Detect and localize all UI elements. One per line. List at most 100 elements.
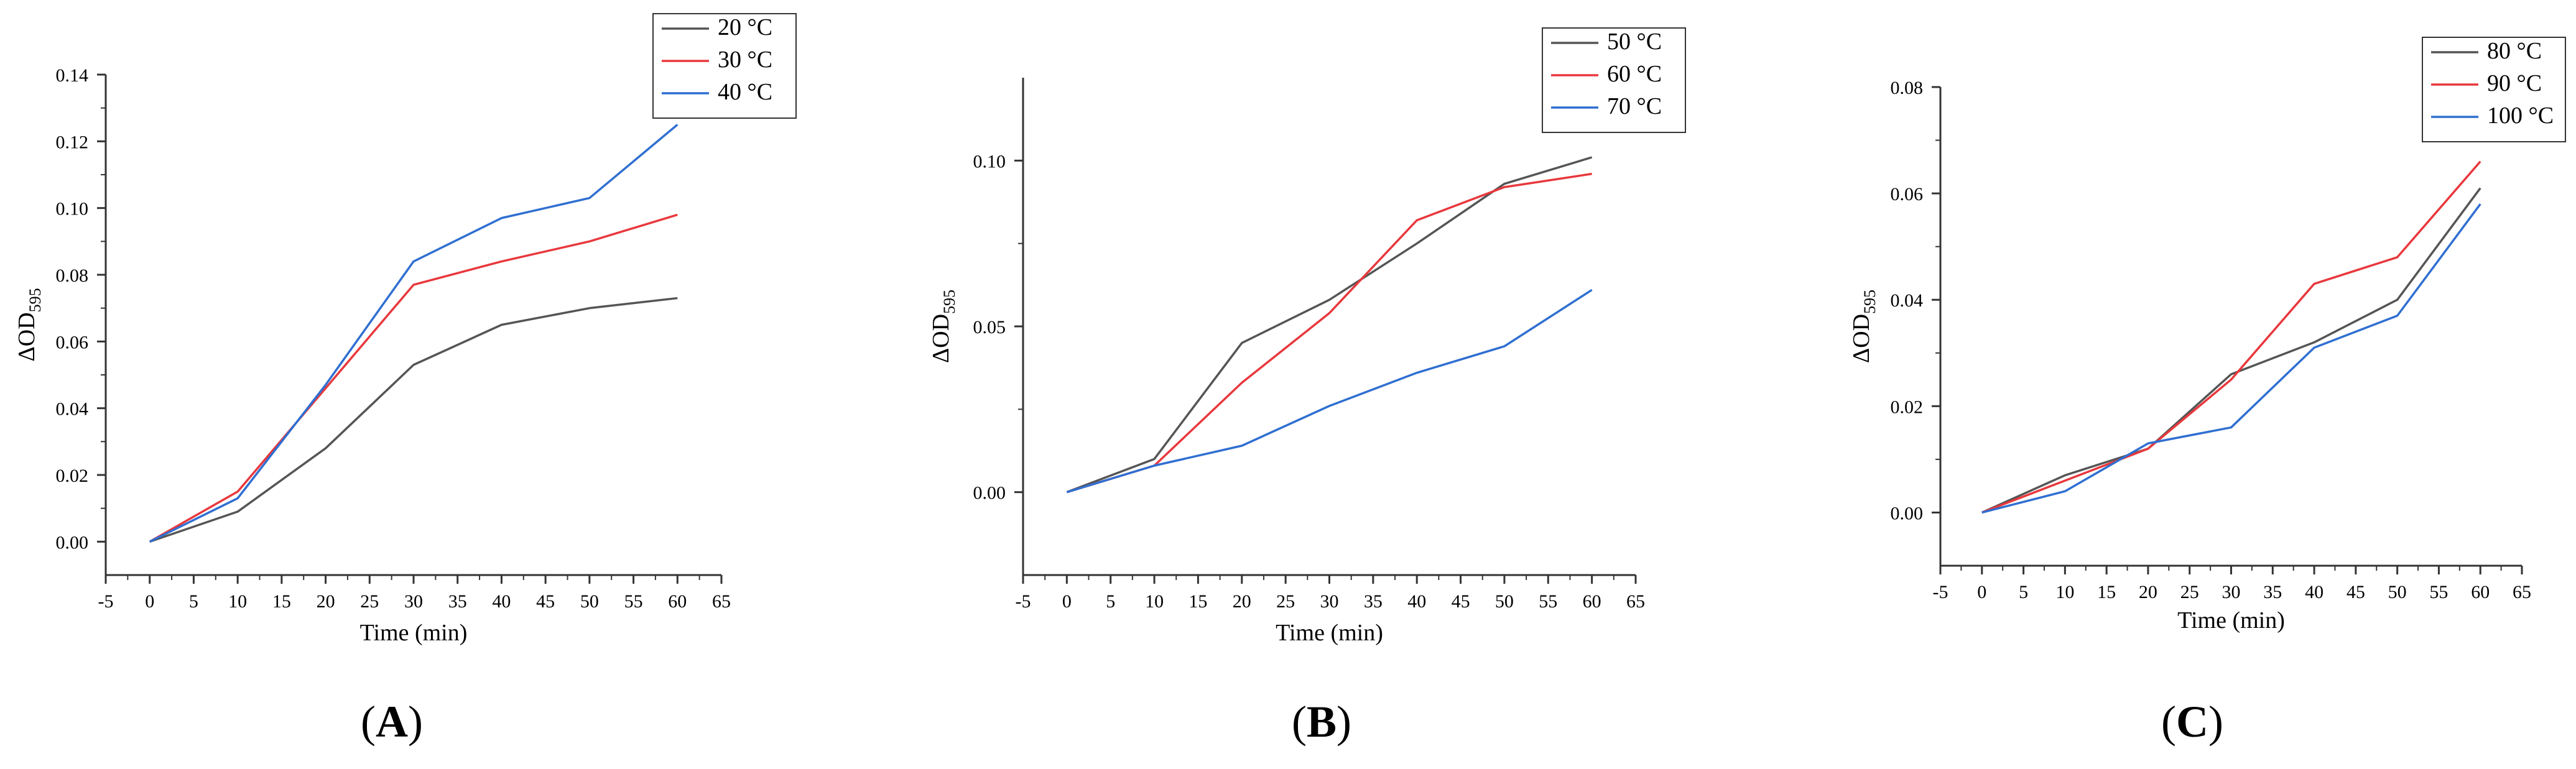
y-axis-title-subscript: 595 <box>1861 290 1879 314</box>
x-tick-label: 40 <box>2305 582 2323 602</box>
x-tick-label: 10 <box>2055 582 2074 602</box>
x-tick-label: 40 <box>492 591 511 612</box>
x-tick-label: 35 <box>1364 591 1383 612</box>
x-tick-label: 25 <box>1276 591 1295 612</box>
chart-panel-a: -5 0 5 10 15 20 25 30 35 40 45 50 55 60 65 0.00 0.02 0.04… <box>0 0 858 769</box>
chart-b-svg: -5 0 5 10 15 20 25 30 35 40 45 50 55 60 65 0.00 0.05 0.10… <box>928 27 1686 747</box>
legend-label-0: 50 °C <box>1607 29 1662 55</box>
x-tick-label: 60 <box>1583 591 1601 612</box>
x-tick-label: 45 <box>536 591 555 612</box>
x-tick-label: 50 <box>580 591 599 612</box>
y-tick-label: 0.08 <box>56 265 89 286</box>
x-tick-label: -5 <box>1933 582 1948 602</box>
x-tick-label: 65 <box>2513 582 2531 602</box>
series-line-2 <box>1981 203 2481 514</box>
y-tick-label: 0.02 <box>56 466 89 486</box>
x-tick-label: 30 <box>404 591 423 612</box>
panel-label-open: ( <box>1292 697 1307 747</box>
y-tick-label: 0.14 <box>56 65 89 86</box>
x-tick-label: 20 <box>2139 582 2157 602</box>
legend-label-1: 60 °C <box>1607 61 1662 87</box>
x-tick-label: 0 <box>1977 582 1986 602</box>
series-line-0 <box>1981 187 2481 514</box>
x-tick-label: 20 <box>1233 591 1251 612</box>
x-tick-label: 0 <box>1062 591 1072 612</box>
x-tick-label: 15 <box>272 591 291 612</box>
y-tick-label: 0.02 <box>1891 397 1924 417</box>
y-axis-title-main: ΔOD <box>928 314 954 363</box>
series-line-0 <box>149 297 678 543</box>
x-tick-label: 5 <box>1106 591 1115 612</box>
x-tick-label: 15 <box>2097 582 2116 602</box>
panel-label-open: ( <box>2161 697 2176 747</box>
x-tick-label: 55 <box>2429 582 2448 602</box>
y-axis-title-subscript: 595 <box>940 290 958 314</box>
y-tick-label: 0.08 <box>1891 78 1924 98</box>
chart-panel-c: -5 0 5 10 15 20 25 30 35 40 45 50 55 60 65 0.00 0.02 0.04… <box>1835 0 2576 769</box>
legend-label-2: 100 °C <box>2487 103 2554 129</box>
legend-box <box>652 13 797 119</box>
x-tick-label: 30 <box>2222 582 2241 602</box>
panel-label-letter: B <box>1307 697 1337 747</box>
y-tick-label: 0.00 <box>973 483 1006 504</box>
panel-label-letter: C <box>2176 697 2208 747</box>
x-tick-label: 15 <box>1188 591 1207 612</box>
x-tick-label: 45 <box>2347 582 2365 602</box>
y-axis-title-main: ΔOD <box>1848 314 1874 363</box>
y-tick-label: 0.06 <box>1891 184 1924 205</box>
series-line-1 <box>1981 160 2481 514</box>
y-tick-label: 0.10 <box>973 151 1006 172</box>
y-tick-label: 0.04 <box>1891 290 1924 311</box>
panel-label-letter: A <box>376 697 408 747</box>
x-tick-label: 35 <box>2263 582 2282 602</box>
x-tick-label: 45 <box>1452 591 1470 612</box>
legend-box <box>1542 27 1686 133</box>
panel-label-open: ( <box>361 697 376 747</box>
x-tick-label: 65 <box>1626 591 1645 612</box>
legend-label-0: 80 °C <box>2487 38 2542 64</box>
x-axis-title: Time (min) <box>1276 620 1383 646</box>
panel-label-close: ) <box>1337 697 1351 747</box>
series-line-1 <box>149 213 678 543</box>
chart-c-svg: -5 0 5 10 15 20 25 30 35 40 45 50 55 60 65 0.00 0.02 0.04… <box>1848 37 2566 747</box>
y-tick-label: 0.00 <box>56 532 89 553</box>
legend-box <box>2422 37 2566 142</box>
y-tick-label: 0.06 <box>56 332 89 352</box>
x-tick-label: 30 <box>1320 591 1339 612</box>
y-axis-title-subscript: 595 <box>26 288 44 312</box>
x-tick-label: 50 <box>2388 582 2407 602</box>
x-tick-label: -5 <box>1016 591 1031 612</box>
chart-a-svg: -5 0 5 10 15 20 25 30 35 40 45 50 55 60 65 0.00 0.02 0.04… <box>14 13 797 747</box>
x-axis-title: Time (min) <box>2177 607 2285 633</box>
x-tick-label: 55 <box>624 591 643 612</box>
legend-label-2: 70 °C <box>1607 93 1662 119</box>
x-tick-label: 55 <box>1539 591 1557 612</box>
x-tick-label: 5 <box>189 591 198 612</box>
series-line-0 <box>1066 156 1593 494</box>
y-axis-title: ΔOD595 <box>14 288 44 361</box>
x-tick-label: 50 <box>1495 591 1514 612</box>
legend-label-0: 20 °C <box>718 14 772 40</box>
x-tick-label: 10 <box>1145 591 1164 612</box>
x-tick-label: 40 <box>1407 591 1426 612</box>
y-tick-label: 0.05 <box>973 317 1006 338</box>
y-axis-title: ΔOD595 <box>928 290 958 363</box>
y-axis-title-main: ΔOD <box>14 312 40 361</box>
x-tick-label: -5 <box>98 591 114 612</box>
x-tick-label: 65 <box>712 591 731 612</box>
y-tick-label: 0.00 <box>1891 503 1924 523</box>
panel-label-close: ) <box>408 697 423 747</box>
x-tick-label: 60 <box>2471 582 2490 602</box>
legend-label-1: 90 °C <box>2487 70 2542 96</box>
y-tick-label: 0.10 <box>56 199 89 219</box>
series-line-1 <box>1066 172 1592 494</box>
panel-label-close: ) <box>2208 697 2223 747</box>
y-axis-title: ΔOD595 <box>1848 290 1879 363</box>
series-line-2 <box>1066 288 1593 494</box>
y-tick-label: 0.12 <box>56 132 89 152</box>
x-tick-label: 25 <box>2180 582 2199 602</box>
x-tick-label: 25 <box>360 591 379 612</box>
x-tick-label: 60 <box>668 591 687 612</box>
panel-label: (B) <box>1292 697 1351 747</box>
panel-label: (C) <box>2161 697 2223 747</box>
